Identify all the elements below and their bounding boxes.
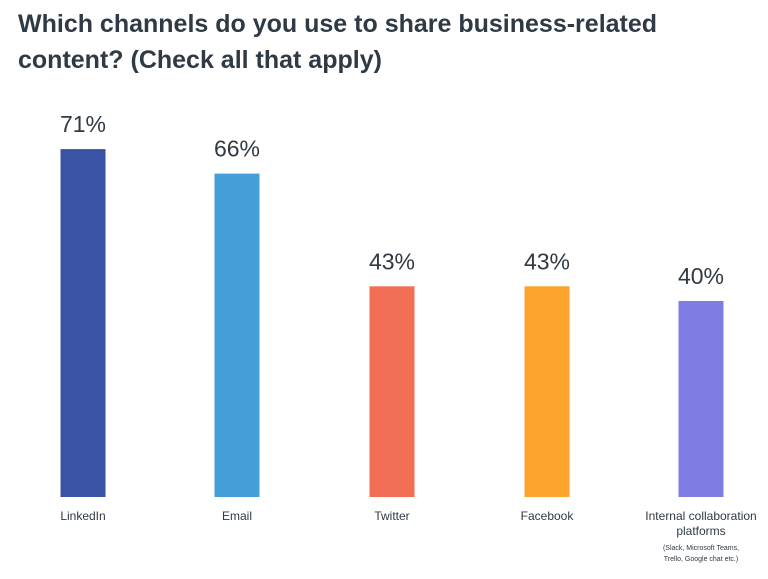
category-note-4-line-0: (Slack, Microsoft Teams, bbox=[663, 545, 739, 552]
bar-3 bbox=[524, 286, 570, 497]
chart-title: Which channels do you use to share busin… bbox=[18, 10, 658, 74]
bar-4 bbox=[678, 301, 724, 497]
bar-0 bbox=[60, 149, 106, 497]
bar-2 bbox=[369, 286, 415, 497]
value-label-4: 40% bbox=[678, 263, 724, 289]
value-label-3: 43% bbox=[524, 248, 570, 274]
category-label-0: LinkedIn bbox=[60, 509, 105, 523]
value-label-2: 43% bbox=[369, 248, 415, 274]
category-note-4-line-1: Trello, Google chat etc.) bbox=[664, 556, 738, 563]
category-label-1: Email bbox=[222, 509, 252, 523]
value-label-1: 66% bbox=[214, 136, 260, 162]
category-label-2: Twitter bbox=[374, 509, 409, 523]
category-label-4-line-0: Internal collaboration bbox=[645, 509, 756, 523]
category-label-3: Facebook bbox=[521, 509, 575, 523]
value-label-0: 71% bbox=[60, 111, 106, 137]
category-label-4-line-1: platforms bbox=[676, 524, 725, 538]
bar-1 bbox=[214, 173, 260, 497]
